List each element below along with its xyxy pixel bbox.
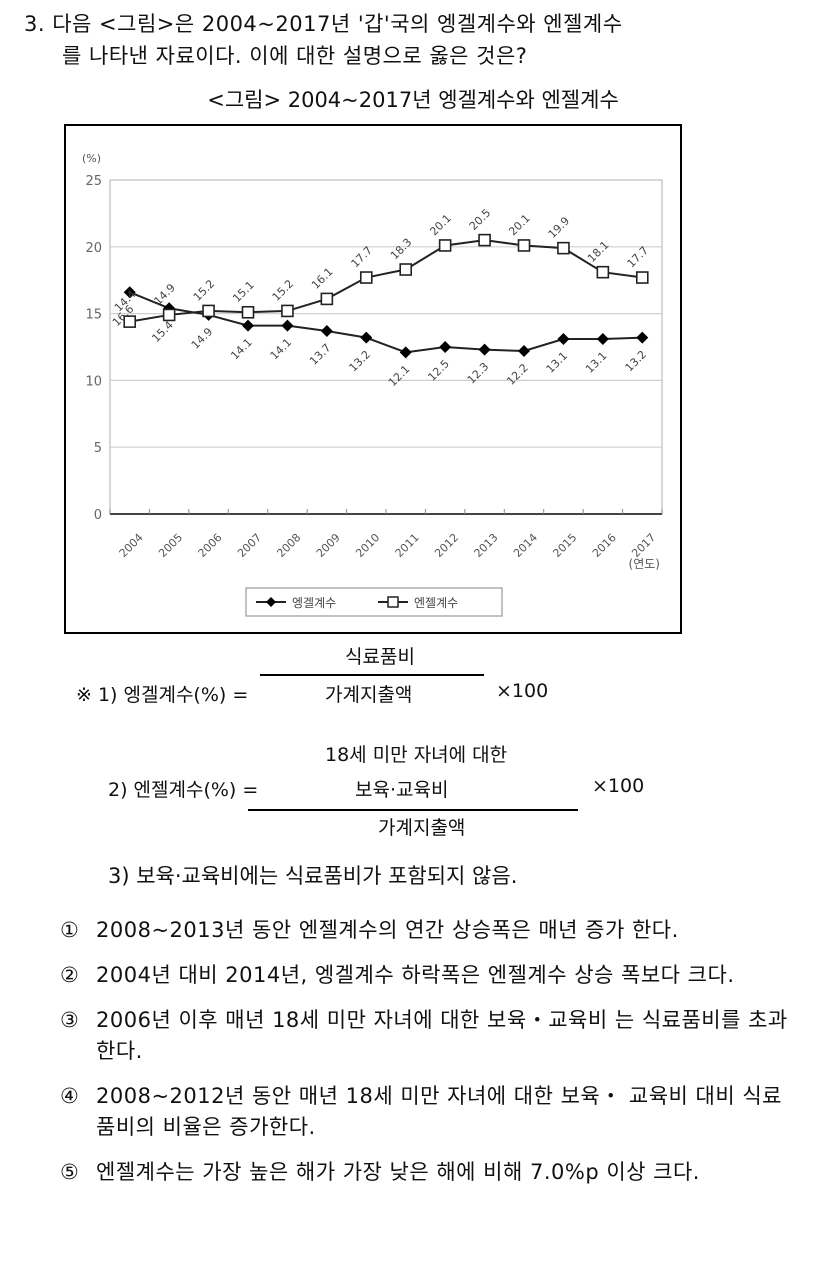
legend-engel-label: 엥겔계수 — [292, 596, 336, 610]
notes-section: ※ 1) 엥겔계수(%) = 식료품비 가계지출액 ×100 2) 엔젤계수(%… — [0, 640, 826, 900]
angel-marker — [162, 308, 176, 322]
option-1-text: 2008~2013년 동안 엔젤계수의 연간 상승폭은 매년 증가 한다. — [96, 918, 679, 942]
engel-line — [129, 291, 643, 354]
x-tick-label: 2006 — [196, 531, 225, 560]
note1-fraction-line — [260, 674, 484, 676]
note2-numerator-line2: 보육·교육비 — [355, 779, 449, 801]
chart-frame: 0 5 10 15 20 25 (%) 2004 2005 2006 2007 2008 2009 201… — [64, 124, 682, 634]
option-4-number: ④ — [60, 1084, 79, 1108]
angel-marker — [596, 265, 610, 279]
x-tick-label: 2016 — [590, 531, 619, 560]
option-1[interactable]: ① 2008~2013년 동안 엔젤계수의 연간 상승폭은 매년 증가 한다. — [60, 915, 800, 946]
y-tick-label: 5 — [94, 441, 102, 456]
engel-marker — [596, 332, 609, 345]
legend-square-icon — [387, 596, 399, 608]
x-tick-label: 2015 — [550, 531, 579, 560]
note2-prefix: 2) 엔젤계수(%) = — [108, 779, 259, 801]
angel-marker — [123, 315, 137, 328]
x-tick-label: 2011 — [393, 531, 422, 560]
x-tick-label: 2013 — [472, 531, 501, 560]
x-axis-unit: (연도) — [629, 557, 660, 571]
figure-title: <그림> 2004~2017년 엥겔계수와 엔젤계수 — [207, 88, 619, 112]
x-tick-label: 2004 — [117, 531, 146, 560]
option-1-number: ① — [60, 918, 79, 942]
note1-prefix: ※ 1) 엥겔계수(%) = — [76, 684, 249, 706]
option-2-text: 2004년 대비 2014년, 엥겔계수 하락폭은 엔젤계수 상승 폭보다 크다… — [96, 963, 735, 987]
angel-marker — [241, 305, 255, 319]
y-axis-unit: (%) — [82, 152, 101, 165]
option-5-number: ⑤ — [60, 1160, 79, 1184]
option-3-number: ③ — [60, 1008, 79, 1032]
note2-fraction-line — [248, 809, 578, 811]
engel-marker — [281, 319, 294, 332]
x-tick-label: 2017 — [629, 531, 658, 560]
option-3[interactable]: ③ 2006년 이후 매년 18세 미만 자녀에 대한 보육・교육비 는 식료품… — [60, 1005, 800, 1067]
angel-line — [129, 239, 643, 323]
x-tick-label: 2008 — [274, 531, 303, 560]
plot-area — [109, 179, 663, 515]
note2-denominator: 가계지출액 — [378, 817, 466, 839]
option-2-number: ② — [60, 963, 79, 987]
engel-marker — [636, 331, 649, 344]
option-3-text: 2006년 이후 매년 18세 미만 자녀에 대한 보육・교육비 는 식료품비를… — [96, 1008, 788, 1063]
note1-denominator: 가계지출액 — [325, 684, 413, 706]
engel-marker — [439, 341, 452, 353]
angel-marker — [517, 239, 531, 252]
engel-marker — [518, 345, 530, 358]
y-tick-label: 10 — [85, 374, 102, 389]
x-tick-label: 2007 — [235, 531, 264, 560]
y-tick-label: 20 — [85, 241, 102, 256]
x-tick-label: 2009 — [314, 531, 343, 560]
angel-marker — [478, 233, 491, 247]
question-line-2: 를 나타낸 자료이다. 이에 대한 설명으로 옳은 것은? — [62, 44, 528, 68]
engel-marker — [360, 331, 373, 344]
option-4-text: 2008~2012년 동안 매년 18세 미만 자녀에 대한 보육・ 교육비 대… — [96, 1084, 782, 1139]
option-5[interactable]: ⑤ 엔젤계수는 가장 높은 해가 가장 낮은 해에 비해 7.0%p 이상 크다… — [60, 1157, 800, 1188]
engel-marker — [557, 332, 570, 345]
note2-numerator-line1: 18세 미만 자녀에 대한 — [325, 744, 508, 766]
angel-marker — [359, 271, 373, 284]
legend-diamond-icon — [266, 597, 276, 607]
question-line-1: 3. 다음 <그림>은 2004~2017년 '갑'국의 엥겔계수와 엔젤계수 — [24, 12, 623, 36]
x-tick-label: 2010 — [353, 531, 382, 560]
engel-marker — [399, 346, 412, 359]
angel-marker — [635, 271, 649, 284]
angel-marker — [399, 263, 413, 276]
angel-marker — [281, 304, 294, 318]
legend — [245, 587, 503, 617]
engel-marker — [123, 286, 136, 299]
y-tick-label: 15 — [85, 308, 102, 323]
legend-angel-label: 엔젤계수 — [414, 596, 458, 610]
answer-options: ① 2008~2013년 동안 엔젤계수의 연간 상승폭은 매년 증가 한다. … — [60, 915, 800, 1202]
option-4[interactable]: ④ 2008~2012년 동안 매년 18세 미만 자녀에 대한 보육・ 교육비… — [60, 1081, 800, 1143]
option-5-text: 엔젤계수는 가장 높은 해가 가장 낮은 해에 비해 7.0%p 이상 크다. — [96, 1160, 700, 1184]
note1-multiplier: ×100 — [496, 680, 549, 702]
angel-marker — [557, 241, 570, 255]
y-tick-label: 25 — [85, 174, 102, 189]
engel-marker — [242, 319, 254, 332]
engel-marker — [478, 343, 491, 356]
angel-marker — [202, 304, 215, 318]
note2-multiplier: ×100 — [592, 775, 645, 797]
angel-marker — [320, 292, 334, 306]
y-tick-label: 0 — [94, 508, 102, 523]
note3: 3) 보육·교육비에는 식료품비가 포함되지 않음. — [108, 864, 518, 888]
angel-marker — [438, 239, 452, 252]
engel-marker — [320, 324, 333, 337]
line-chart: 0 5 10 15 20 25 (%) 2004 2005 2006 2007 2008 2009 201… — [82, 152, 663, 617]
x-tick-label: 2014 — [511, 531, 540, 560]
x-tick-label: 2012 — [432, 531, 461, 560]
x-tick-label: 2005 — [156, 531, 185, 560]
option-2[interactable]: ② 2004년 대비 2014년, 엥겔계수 하락폭은 엔젤계수 상승 폭보다 … — [60, 960, 800, 991]
note1-numerator: 식료품비 — [345, 646, 415, 668]
